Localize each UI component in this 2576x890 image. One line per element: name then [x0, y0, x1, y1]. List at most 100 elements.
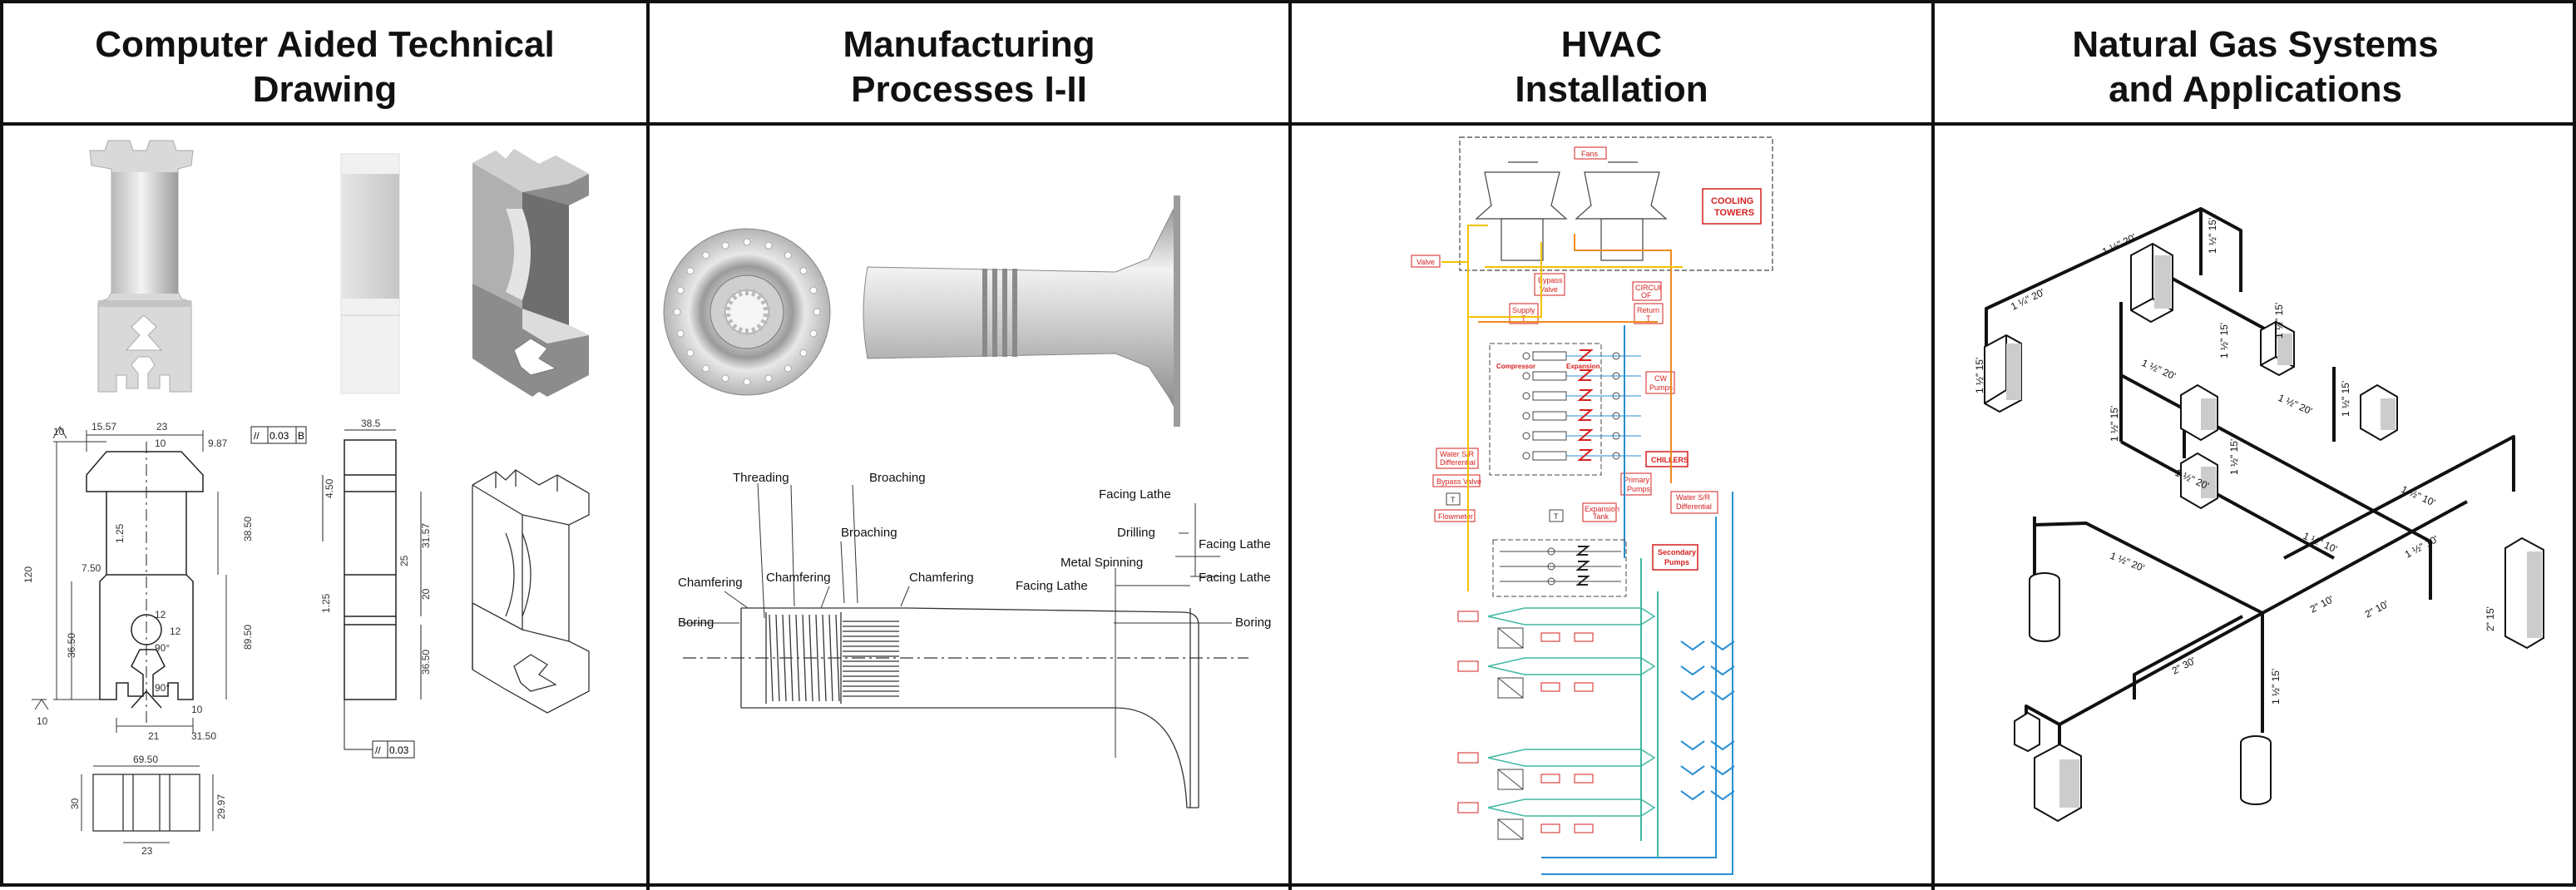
- label-broaching: Broaching: [841, 526, 897, 540]
- pipe-label: 2" 10': [2308, 593, 2336, 615]
- label-boring: Boring: [678, 616, 714, 630]
- spline-tooth: [730, 293, 738, 300]
- label-chamfering: Chamfering: [678, 576, 743, 590]
- pipe-label: 2" 15': [2485, 606, 2496, 631]
- dim-label: 21: [148, 730, 160, 742]
- bolt-hole: [686, 349, 695, 357]
- pipe-label: 2" 10': [2363, 598, 2391, 620]
- iso-shaded-view: [472, 149, 589, 397]
- pipe-label: 1 ½" 20': [2277, 392, 2314, 417]
- title-line: and Applications: [2109, 68, 2402, 110]
- expansion-symbol: [1577, 429, 1594, 441]
- title-line: Computer Aided Technical: [95, 23, 555, 65]
- sensor-box: [1457, 611, 1479, 622]
- side-shaded-view: [340, 153, 400, 394]
- vav-chevron: [1680, 665, 1705, 676]
- thread-line: [795, 614, 800, 702]
- dim-label: 12: [155, 609, 166, 621]
- bolt-hole: [686, 267, 695, 275]
- damper-symbol: [1540, 823, 1560, 833]
- spline-tooth: [724, 306, 731, 311]
- title-line: Installation: [1515, 68, 1708, 110]
- bolt-hole: [676, 329, 685, 338]
- label-bypass-valve: Valve: [1540, 285, 1558, 294]
- unit-diagonal: [1497, 818, 1524, 840]
- dim-label: 120: [22, 566, 34, 583]
- label-water-differential: Differential: [1440, 458, 1476, 467]
- dim-label: 31.50: [191, 730, 216, 742]
- tolerance-value: 0.03: [389, 744, 409, 756]
- cooling-tower-group: [1459, 136, 1773, 271]
- spline-tooth: [760, 319, 769, 325]
- panel-title-mfg: Manufacturing Processes I-II: [650, 15, 1288, 119]
- pipe-label: 1 ½" 20': [2109, 550, 2146, 574]
- bolt-hole: [702, 364, 710, 373]
- top-ortho-view: [81, 765, 214, 843]
- shaft-side-view: [863, 195, 1180, 427]
- dim-label: 10: [155, 438, 166, 449]
- dim-label: 36.50: [66, 633, 77, 658]
- label-bypass-valve-left: Bypass Valve: [1436, 477, 1481, 486]
- vav-chevron: [1710, 690, 1735, 701]
- spline-tooth: [737, 289, 744, 297]
- bolt-hole: [813, 308, 821, 316]
- dim-label: 90°: [155, 642, 170, 654]
- bolt-hole: [764, 241, 773, 250]
- label-return-t: T: [1646, 314, 1651, 323]
- gas-panel: 1 ½" 20' 1 ½" 15' 1 ¼" 20' 1 ½" 15' 1 ½"…: [1935, 126, 2576, 887]
- label-facing-lathe: Facing Lathe: [1199, 571, 1271, 585]
- label-water-differential: Differential: [1676, 502, 1712, 511]
- label-compressor: Compressor: [1496, 363, 1535, 370]
- vav-chevron: [1680, 690, 1705, 701]
- title-line: Drawing: [252, 68, 398, 110]
- column-divider: [646, 3, 650, 890]
- label-expansion-tank: Expansion: [1585, 505, 1619, 513]
- spline-tooth: [763, 313, 770, 318]
- expansion-symbol: [1577, 349, 1594, 361]
- vav-chevron: [1680, 790, 1705, 801]
- label-t: T: [1554, 512, 1559, 521]
- section-view: [683, 607, 1248, 808]
- damper-symbol: [1574, 823, 1594, 833]
- dim-label: 23: [141, 845, 153, 857]
- front-ortho-dim-labels: 15.57 23 10 9.87 10 120 7.50 38.50 12 12…: [22, 421, 254, 742]
- dim-label: 1.25: [114, 523, 126, 543]
- bolt-hole: [784, 251, 792, 260]
- spline-tooth: [725, 319, 734, 325]
- label-boring: Boring: [1235, 616, 1271, 630]
- mfg-panel: Threading Broaching Broaching Chamfering…: [650, 126, 1288, 887]
- label-cooling-towers: TOWERS: [1714, 208, 1754, 218]
- dim-label: 38.50: [242, 517, 254, 541]
- label-secondary-pumps: Secondary: [1658, 548, 1696, 556]
- label-chamfering: Chamfering: [909, 571, 974, 585]
- bolt-hole: [743, 238, 751, 246]
- tolerance-datum: B: [298, 430, 304, 442]
- label-cooling-towers: COOLING: [1711, 196, 1753, 206]
- front-ortho-dims: [32, 425, 227, 733]
- spline-tooth: [760, 299, 769, 305]
- spline-tooth: [737, 327, 744, 334]
- label-chillers: CHILLERS: [1651, 456, 1688, 464]
- front-shaded-view: [89, 140, 194, 393]
- label-primary-pumps: Pumps: [1627, 485, 1651, 493]
- spline-tooth: [724, 313, 731, 318]
- bolt-hole: [809, 286, 818, 294]
- damper-symbol: [1574, 682, 1594, 692]
- label-supply-t: T: [1521, 314, 1526, 323]
- bolt-hole: [676, 286, 685, 294]
- pipe-label: 1 ½" 15': [2340, 381, 2351, 417]
- pipe-label: 1 ½" 20': [2100, 231, 2138, 258]
- label-circuit: OF: [1641, 291, 1652, 299]
- expansion-symbol: [1577, 449, 1594, 461]
- dim-label: 90°: [155, 682, 170, 694]
- expansion-symbol: [1575, 546, 1590, 556]
- column-divider: [1931, 3, 1935, 890]
- heat-exchanger: [1532, 431, 1567, 441]
- expansion-symbol: [1577, 369, 1594, 381]
- unit-diagonal: [1497, 627, 1524, 649]
- gas-appliances: [1984, 242, 2544, 823]
- thread-line: [808, 614, 813, 702]
- gas-pipes: [1985, 207, 2515, 766]
- valve-symbol: [1522, 412, 1530, 420]
- bolt-hole: [721, 374, 729, 383]
